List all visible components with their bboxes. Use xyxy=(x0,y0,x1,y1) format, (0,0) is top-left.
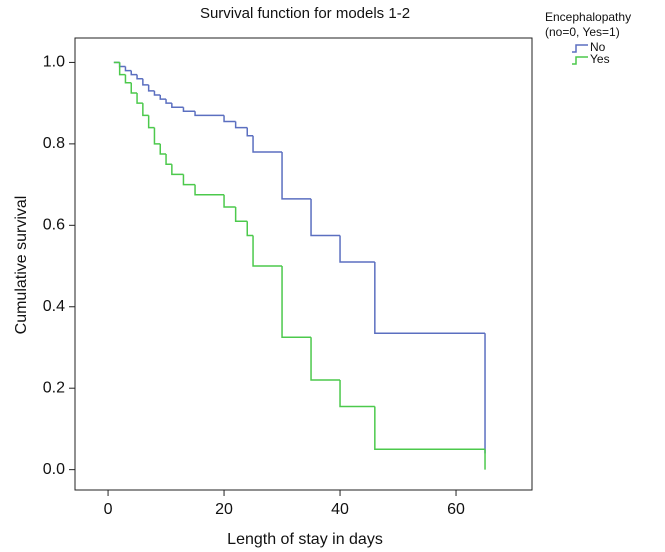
survival-step xyxy=(246,221,254,237)
survival-step xyxy=(142,78,149,86)
survival-step xyxy=(310,198,341,237)
survival-step xyxy=(182,174,196,186)
y-tick-label: 0.2 xyxy=(43,379,65,396)
survival-step xyxy=(374,261,486,334)
legend-label: Yes xyxy=(590,52,610,66)
survival-step xyxy=(130,70,138,76)
survival-step xyxy=(234,121,248,129)
survival-step xyxy=(194,111,225,117)
x-tick-label: 20 xyxy=(215,501,233,518)
survival-step xyxy=(252,235,283,267)
x-tick-label: 0 xyxy=(104,501,113,518)
survival-step xyxy=(252,135,283,153)
y-tick-label: 1.0 xyxy=(43,54,65,71)
survival-step xyxy=(136,92,143,104)
y-tick-label: 0.0 xyxy=(43,461,65,478)
survival-step xyxy=(182,107,196,113)
survival-step xyxy=(194,184,225,196)
survival-step xyxy=(118,62,126,76)
survival-step xyxy=(223,194,236,208)
survival-step xyxy=(118,62,126,68)
legend-title: Encephalopathy xyxy=(545,10,631,24)
survival-step xyxy=(171,103,184,108)
y-axis-label: Cumulative survival xyxy=(13,196,30,335)
survival-step xyxy=(153,127,161,145)
survival-step xyxy=(374,406,486,451)
survival-step xyxy=(339,235,375,263)
survival-step xyxy=(281,266,312,339)
survival-step xyxy=(124,74,132,84)
survival-step xyxy=(165,154,172,165)
survival-step xyxy=(147,115,155,129)
survival-step xyxy=(339,380,375,408)
chart-title: Survival function for models 1-2 xyxy=(200,5,410,22)
survival-step xyxy=(281,152,312,200)
survival-step xyxy=(124,66,132,72)
y-tick-label: 0.6 xyxy=(43,217,65,234)
survival-step xyxy=(159,95,167,100)
survival-step xyxy=(310,337,341,381)
x-tick-label: 40 xyxy=(331,501,349,518)
survival-step xyxy=(165,99,172,104)
y-tick-label: 0.4 xyxy=(43,298,65,315)
plot-frame xyxy=(74,37,533,491)
survival-step xyxy=(171,164,184,176)
x-axis-label: Length of stay in days xyxy=(227,531,383,548)
survival-step xyxy=(153,90,161,96)
y-tick-label: 0.8 xyxy=(43,135,65,152)
legend-swatch xyxy=(572,56,588,65)
x-tick-label: 60 xyxy=(447,501,465,518)
survival-step xyxy=(246,127,254,137)
survival-step xyxy=(136,74,143,80)
survival-step xyxy=(234,206,248,222)
survival-step xyxy=(142,103,149,117)
legend-label: No xyxy=(590,40,606,54)
survival-step xyxy=(130,82,138,94)
survival-step xyxy=(147,84,155,92)
legend-swatch xyxy=(572,44,588,53)
legend-title: (no=0, Yes=1) xyxy=(545,25,620,39)
survival-step xyxy=(223,115,236,123)
survival-step xyxy=(159,143,167,155)
